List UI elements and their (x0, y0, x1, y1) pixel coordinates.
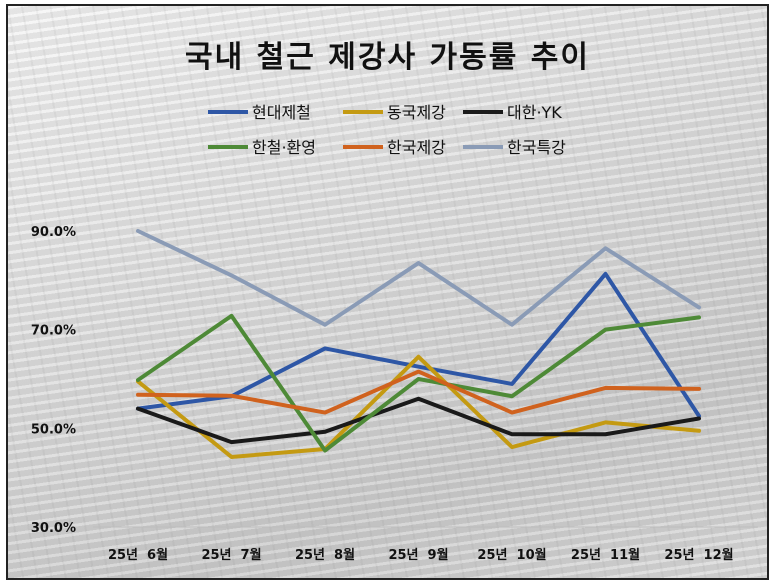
x-tick-label: 25년 12월 (664, 547, 733, 563)
y-tick-label: 30.0% (31, 521, 76, 536)
series-line (136, 313, 701, 453)
x-tick-label: 25년 7월 (201, 547, 261, 563)
legend-label: 동국제강 (387, 103, 446, 122)
x-tick-label: 25년 8월 (295, 547, 355, 563)
y-tick-label: 50.0% (31, 422, 76, 437)
chart-title: 국내 철근 제강사 가동률 추이 (185, 40, 590, 75)
series-line (136, 369, 701, 415)
x-tick-label: 25년 6월 (108, 547, 168, 563)
legend-label: 대한·YK (507, 103, 562, 122)
x-tick-label: 25년 11월 (571, 547, 640, 563)
series-line (136, 354, 701, 459)
legend-label: 한국특강 (507, 138, 566, 157)
x-tick-label: 25년 9월 (388, 547, 448, 563)
rebar-background-image (8, 6, 767, 578)
legend-label: 한국제강 (387, 138, 446, 157)
legend-label: 현대제철 (252, 103, 311, 122)
y-tick-label: 90.0% (31, 225, 76, 240)
legend-label: 한철·환영 (252, 138, 316, 157)
x-tick-label: 25년 10월 (477, 547, 546, 563)
series-line (136, 229, 701, 327)
chart-frame: 국내 철근 제강사 가동률 추이 90.0% 70.0% 50.0% 30.0% 25년… (6, 4, 769, 580)
line-chart: 90.0% 70.0% 50.0% 30.0% 25년 6월 25년 7월 25년 8월 25… (31, 103, 758, 563)
series-line (136, 396, 701, 445)
y-tick-label: 70.0% (31, 324, 76, 339)
